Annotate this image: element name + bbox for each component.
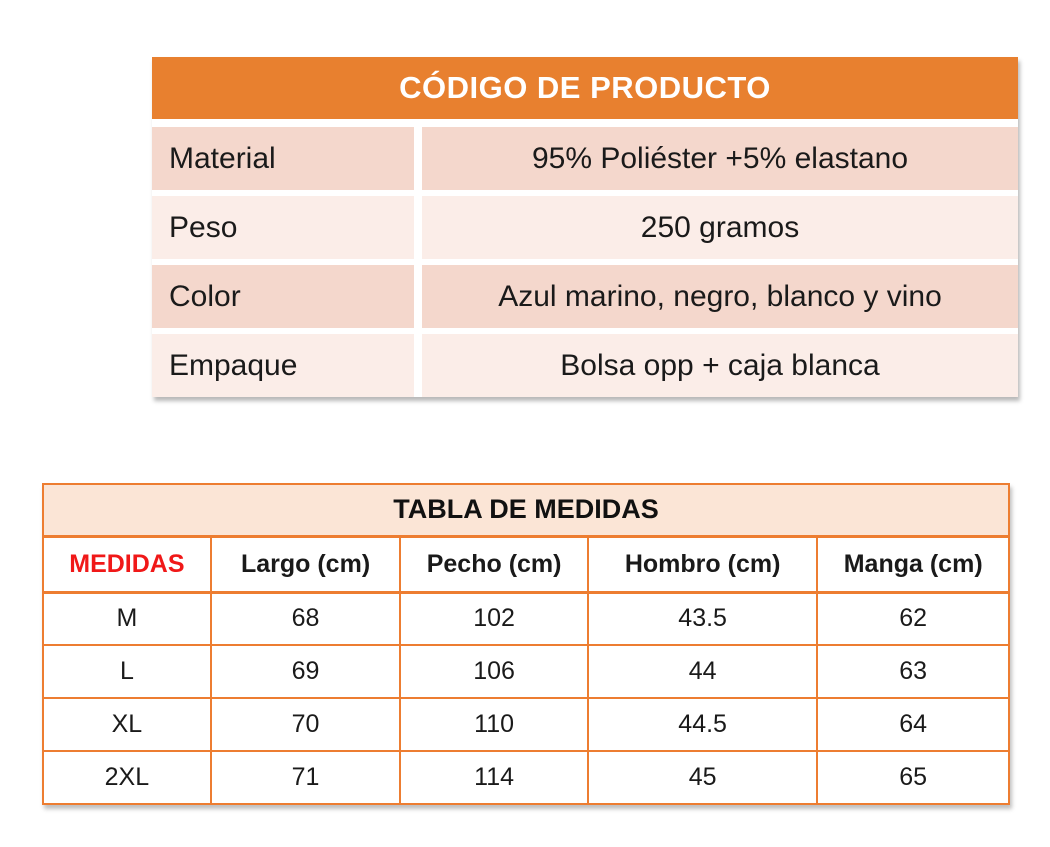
hombro-cell: 45 bbox=[586, 750, 819, 805]
column-header-medidas: MEDIDAS bbox=[42, 535, 212, 594]
spec-value-peso: 250 gramos bbox=[422, 196, 1018, 259]
product-spec-table: CÓDIGO DE PRODUCTO Material 95% Poliéste… bbox=[152, 57, 1018, 397]
spec-value-material: 95% Poliéster +5% elastano bbox=[422, 127, 1018, 190]
spec-label-peso: Peso bbox=[152, 196, 414, 259]
table-row: 2XL 71 114 45 65 bbox=[42, 750, 1010, 805]
pecho-cell: 102 bbox=[399, 591, 589, 646]
pecho-cell: 110 bbox=[399, 697, 589, 752]
hombro-cell: 44.5 bbox=[586, 697, 819, 752]
size-table-title: TABLA DE MEDIDAS bbox=[42, 483, 1010, 538]
manga-cell: 64 bbox=[816, 697, 1010, 752]
table-row: XL 70 110 44.5 64 bbox=[42, 697, 1010, 752]
spec-label-color: Color bbox=[152, 265, 414, 328]
size-cell: XL bbox=[42, 697, 212, 752]
column-header-manga: Manga (cm) bbox=[816, 535, 1010, 594]
table-row: Empaque Bolsa opp + caja blanca bbox=[152, 334, 1018, 397]
column-header-hombro: Hombro (cm) bbox=[586, 535, 819, 594]
table-row: L 69 106 44 63 bbox=[42, 644, 1010, 699]
table-row: Peso 250 gramos bbox=[152, 196, 1018, 259]
size-table-header-row: MEDIDAS Largo (cm) Pecho (cm) Hombro (cm… bbox=[42, 535, 1010, 594]
table-row: Material 95% Poliéster +5% elastano bbox=[152, 127, 1018, 190]
largo-cell: 71 bbox=[209, 750, 402, 805]
pecho-cell: 106 bbox=[399, 644, 589, 699]
spec-label-empaque: Empaque bbox=[152, 334, 414, 397]
pecho-cell: 114 bbox=[399, 750, 589, 805]
hombro-cell: 44 bbox=[586, 644, 819, 699]
largo-cell: 69 bbox=[209, 644, 402, 699]
manga-cell: 62 bbox=[816, 591, 1010, 646]
size-cell: M bbox=[42, 591, 212, 646]
manga-cell: 63 bbox=[816, 644, 1010, 699]
largo-cell: 68 bbox=[209, 591, 402, 646]
spec-value-empaque: Bolsa opp + caja blanca bbox=[422, 334, 1018, 397]
column-header-pecho: Pecho (cm) bbox=[399, 535, 589, 594]
hombro-cell: 43.5 bbox=[586, 591, 819, 646]
size-cell: 2XL bbox=[42, 750, 212, 805]
product-table-body: Material 95% Poliéster +5% elastano Peso… bbox=[152, 119, 1018, 397]
table-row: M 68 102 43.5 62 bbox=[42, 591, 1010, 646]
table-row: Color Azul marino, negro, blanco y vino bbox=[152, 265, 1018, 328]
spec-value-color: Azul marino, negro, blanco y vino bbox=[422, 265, 1018, 328]
size-chart-table: TABLA DE MEDIDAS MEDIDAS Largo (cm) Pech… bbox=[42, 483, 1010, 805]
manga-cell: 65 bbox=[816, 750, 1010, 805]
largo-cell: 70 bbox=[209, 697, 402, 752]
size-cell: L bbox=[42, 644, 212, 699]
product-table-title: CÓDIGO DE PRODUCTO bbox=[152, 57, 1018, 119]
size-table-title-row: TABLA DE MEDIDAS bbox=[42, 483, 1010, 538]
spec-label-material: Material bbox=[152, 127, 414, 190]
column-header-largo: Largo (cm) bbox=[209, 535, 402, 594]
